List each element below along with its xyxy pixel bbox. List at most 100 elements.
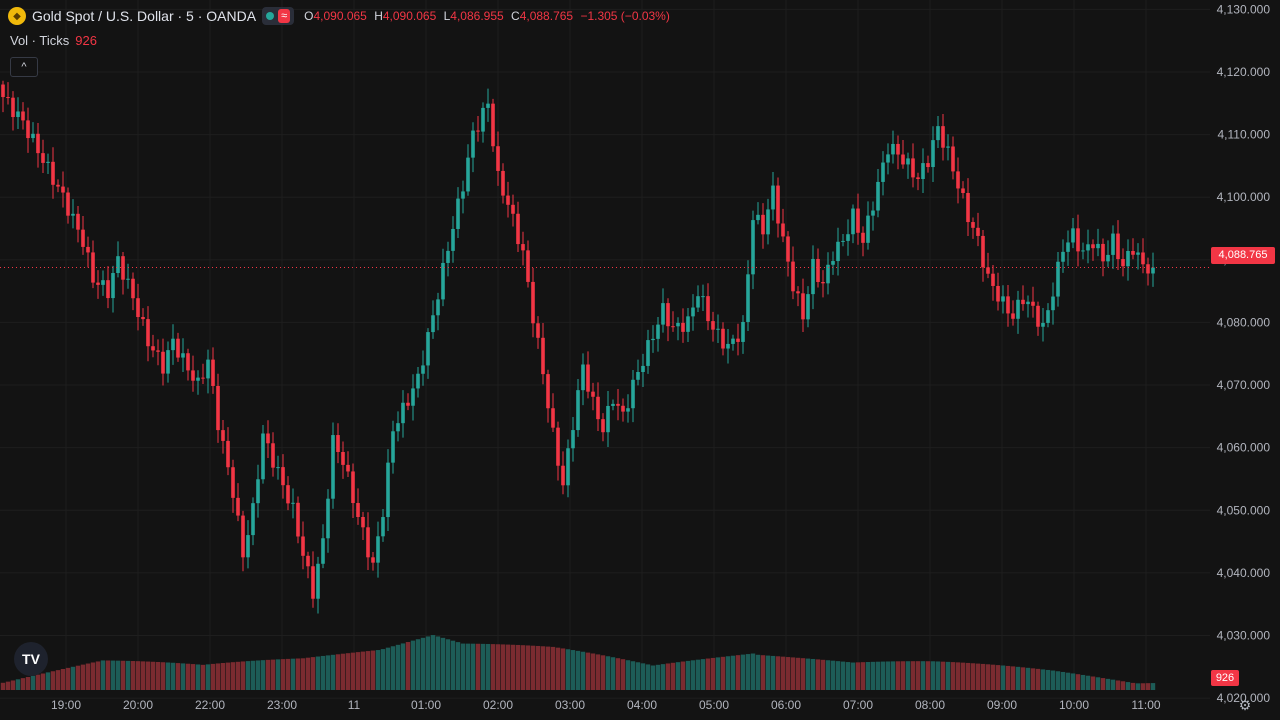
candle-body [196, 377, 200, 381]
volume-bar [790, 657, 796, 690]
candle-body [766, 209, 770, 235]
volume-bar [830, 660, 836, 690]
candle-body [951, 146, 955, 172]
volume-bar [680, 661, 686, 690]
volume-value: 926 [75, 33, 97, 48]
candle-body [236, 497, 240, 516]
candle-body [671, 326, 675, 328]
candle-body [941, 126, 945, 148]
candle-body [806, 294, 810, 320]
volume-bar [715, 657, 721, 690]
volume-bar [110, 660, 116, 690]
volume-bar [620, 659, 626, 690]
volume-bar [360, 651, 366, 690]
candle-body [426, 332, 430, 366]
x-tick-label: 10:00 [1059, 698, 1089, 712]
tradingview-logo[interactable]: TV [14, 642, 48, 676]
volume-bar [480, 643, 486, 690]
volume-bar [930, 661, 936, 690]
candle-body [466, 157, 470, 192]
candle-body [596, 396, 600, 420]
candle-body [46, 161, 50, 163]
price-axis[interactable]: 4,130.0004,120.0004,110.0004,100.0004,09… [1217, 2, 1271, 705]
candle-body [376, 536, 380, 563]
volume-bar [505, 644, 511, 690]
volume-bar [575, 650, 581, 690]
x-tick-label: 08:00 [915, 698, 945, 712]
volume-bar [1025, 667, 1031, 690]
volume-bar [1020, 667, 1026, 690]
candle-body [381, 517, 385, 537]
candle-body [141, 317, 145, 320]
symbol-title[interactable]: Gold Spot / U.S. Dollar · 5 · OANDA [32, 8, 257, 24]
volume-bar [310, 657, 316, 690]
volume-bar [200, 664, 206, 690]
volume-bar [590, 653, 596, 690]
candle-body [866, 215, 870, 243]
candle-body [276, 467, 280, 469]
candle-body [486, 103, 490, 108]
volume-bar [895, 661, 901, 690]
volume-bar [185, 663, 191, 690]
volume-bar [1095, 677, 1101, 690]
candle-body [306, 555, 310, 567]
candle-body [576, 390, 580, 431]
volume-bar [265, 659, 271, 690]
symbol-legend[interactable]: ◆ Gold Spot / U.S. Dollar · 5 · OANDA ≈ … [8, 7, 670, 25]
settings-icon[interactable]: ⚙ [1238, 697, 1252, 713]
candle-body [56, 184, 60, 187]
candle-body [186, 353, 190, 371]
candle-body [1101, 243, 1105, 262]
volume-bar [500, 644, 506, 690]
candle-body [986, 267, 990, 274]
candle-body [901, 154, 905, 165]
volume-bar [315, 656, 321, 690]
candle-body [821, 281, 825, 284]
candle-body [441, 262, 445, 300]
volume-bar [705, 658, 711, 690]
candle-body [541, 337, 545, 375]
collapse-legend-button[interactable]: ^ [10, 57, 38, 77]
volume-bar [875, 661, 881, 690]
y-tick-label: 4,100.000 [1217, 190, 1271, 204]
volume-bar [1070, 673, 1076, 690]
candle-body [726, 343, 730, 349]
candle-body [846, 234, 850, 241]
candle-body [1076, 228, 1080, 252]
candle-body [166, 350, 170, 374]
time-axis[interactable]: 19:00 20:00 22:00 23:00 11 01:00 02:00 03:00 04:… [51, 698, 1161, 712]
candle-body [981, 235, 985, 268]
candle-body [561, 465, 565, 486]
x-tick-label: 22:00 [195, 698, 225, 712]
volume-bar [870, 661, 876, 690]
volume-bar [595, 654, 601, 690]
candle-body [446, 250, 450, 263]
volume-bar [560, 648, 566, 690]
volume-bar [665, 663, 671, 690]
candle-body [776, 185, 780, 224]
candle-body [1, 84, 5, 98]
candle-body [736, 338, 740, 342]
volume-bar [70, 666, 76, 690]
candle-body [916, 177, 920, 179]
candle-body [26, 120, 30, 139]
volume-legend[interactable]: Vol · Ticks 926 [10, 33, 97, 48]
y-tick-label: 4,120.000 [1217, 65, 1271, 79]
candle-body [351, 471, 355, 504]
volume-bar [890, 661, 896, 690]
volume-bar [795, 657, 801, 690]
candle-body [1151, 267, 1155, 274]
volume-bar [1080, 674, 1086, 690]
volume-bar [485, 643, 491, 690]
volume-bar [720, 656, 726, 690]
candle-body [546, 374, 550, 409]
volume-bar [955, 662, 961, 690]
volume-bar [50, 671, 56, 690]
volume-bar [905, 661, 911, 690]
candle-body [21, 111, 25, 121]
volume-bar [1040, 669, 1046, 690]
volume-bar [880, 661, 886, 690]
volume-bar [55, 670, 61, 690]
indicator-status-pill[interactable]: ≈ [262, 7, 295, 25]
